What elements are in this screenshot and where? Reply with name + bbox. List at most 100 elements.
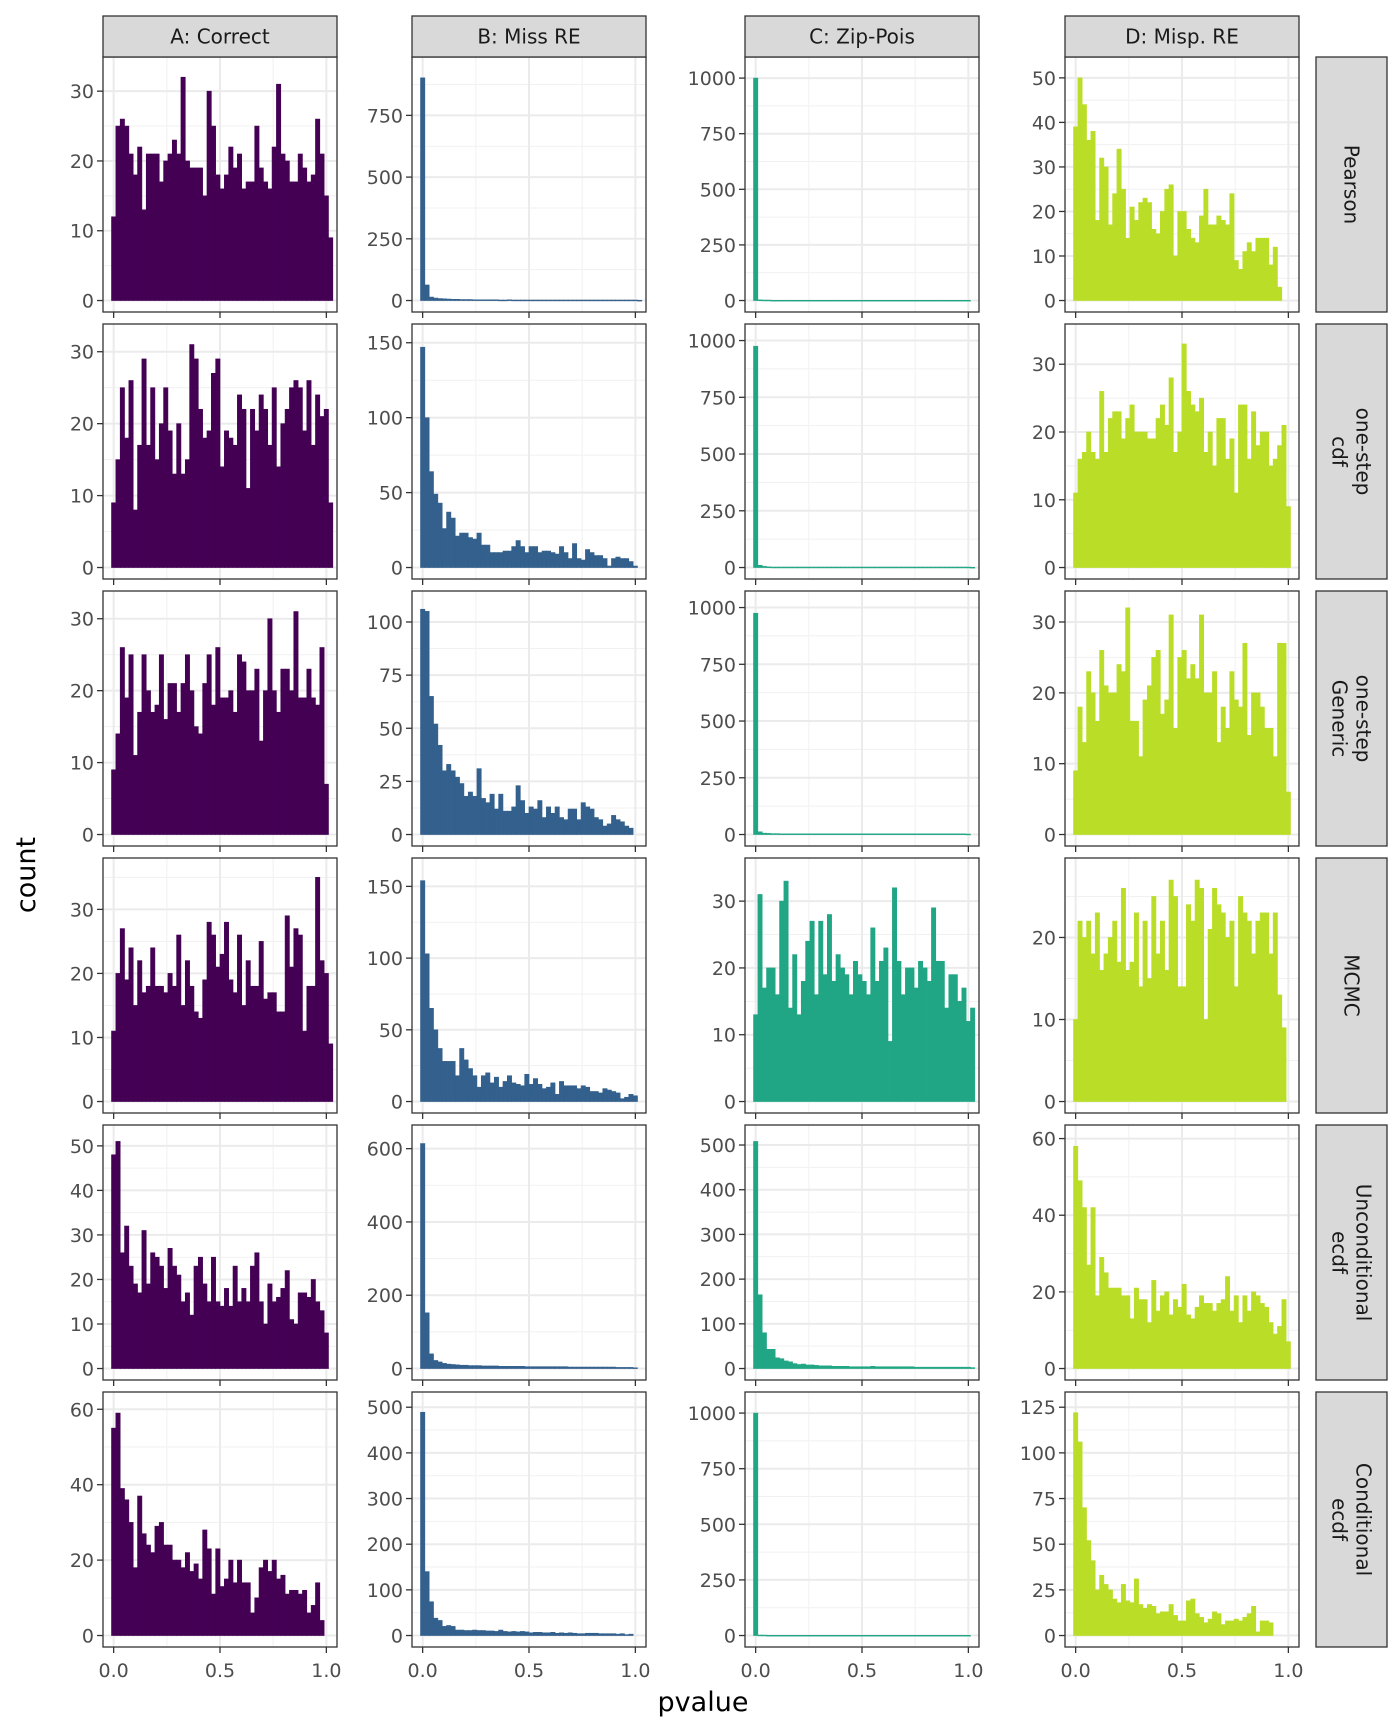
y-tick-label: 600 (367, 1139, 403, 1161)
y-tick-label: 10 (70, 753, 94, 775)
panel-A-pearson: 0 10 20 30 (70, 56, 338, 318)
y-tick-label: 0 (391, 825, 403, 847)
histogram-bars (420, 608, 634, 835)
panel-B-unconditional-ecdf: 0 200 400 600 (367, 1124, 647, 1386)
y-tick-label: 0 (1044, 291, 1056, 313)
x-tick-label: 1.0 (1273, 1660, 1303, 1682)
panel-D-one-step-generic: 0 10 20 30 (1032, 590, 1300, 852)
y-tick-label: 10 (70, 1027, 94, 1049)
y-tick-label: 250 (367, 229, 403, 251)
y-axis-title: count (11, 837, 42, 913)
y-tick-label: 60 (1032, 1129, 1056, 1151)
y-tick-label: 20 (70, 1550, 94, 1572)
y-tick-label: 30 (1032, 157, 1056, 179)
column-strip-label: C: Zip-Pois (809, 25, 915, 49)
row-strip-label: Unconditional (1352, 1184, 1376, 1322)
y-tick-label: 250 (700, 501, 736, 523)
y-tick-label: 10 (712, 1025, 736, 1047)
histogram-bars (753, 77, 971, 302)
y-tick-label: 0 (724, 1092, 736, 1114)
panel-C-unconditional-ecdf: 0 100 200 300 400 500 (700, 1124, 980, 1386)
row-strip-label: MCMC (1340, 954, 1364, 1016)
histogram-bars (111, 611, 329, 835)
y-tick-label: 30 (70, 609, 94, 631)
x-tick-label: 0.5 (847, 1660, 877, 1682)
y-tick-label: 500 (700, 179, 736, 201)
y-tick-label: 0 (391, 1626, 403, 1648)
y-tick-label: 40 (70, 1475, 94, 1497)
y-tick-label: 10 (70, 486, 94, 508)
column-strip-label: A: Correct (170, 25, 270, 49)
y-tick-label: 20 (1032, 1282, 1056, 1304)
x-tick-label: 0.0 (408, 1660, 438, 1682)
panel-C-pearson: 0 250 500 750 1000 (688, 56, 980, 318)
row-strip-pearson: Pearson (1315, 56, 1388, 313)
y-tick-label: 300 (700, 1224, 736, 1246)
y-tick-label: 200 (700, 1269, 736, 1291)
y-tick-label: 750 (700, 387, 736, 409)
y-tick-label: 50 (379, 718, 403, 740)
y-tick-label: 500 (700, 711, 736, 733)
x-tick-label: 1.0 (311, 1660, 341, 1682)
histogram-bars (753, 880, 976, 1102)
x-tick-label: 0.0 (1061, 1660, 1091, 1682)
row-strip-label: ecdf (1328, 1231, 1352, 1275)
y-tick-label: 0 (391, 1359, 403, 1381)
y-tick-label: 300 (367, 1489, 403, 1511)
histogram-bars (1073, 607, 1291, 835)
y-tick-label: 0 (82, 291, 94, 313)
column-strips: A: Correct B: Miss RE C: Zip-Pois D: Misp. … (102, 15, 1300, 58)
y-tick-label: 0 (82, 1359, 94, 1381)
x-tick-label: 0.0 (741, 1660, 771, 1682)
x-tick-label: 1.0 (953, 1660, 983, 1682)
y-tick-label: 150 (367, 333, 403, 355)
y-tick-label: 400 (367, 1443, 403, 1465)
y-tick-label: 0 (1044, 1626, 1056, 1648)
y-tick-label: 50 (379, 1020, 403, 1042)
y-tick-label: 500 (700, 1514, 736, 1536)
y-tick-label: 50 (70, 1136, 94, 1158)
row-strip-label: cdf (1328, 436, 1352, 468)
y-tick-label: 1000 (688, 68, 736, 90)
y-tick-label: 40 (1032, 112, 1056, 134)
y-tick-label: 200 (367, 1285, 403, 1307)
panel-B-pearson: 0 250 500 750 (367, 56, 647, 318)
y-tick-label: 750 (700, 124, 736, 146)
y-tick-label: 750 (700, 654, 736, 676)
y-tick-label: 20 (712, 958, 736, 980)
y-tick-label: 100 (367, 1580, 403, 1602)
y-tick-label: 75 (379, 665, 403, 687)
row-strip-label: Generic (1328, 680, 1352, 758)
y-tick-label: 100 (367, 612, 403, 634)
row-strip-label: Conditional (1352, 1463, 1376, 1576)
panel-D-mcmc: 0 10 20 (1032, 857, 1300, 1119)
histogram-bars (420, 1143, 638, 1369)
histogram-bars (753, 612, 971, 836)
histogram-bars (420, 880, 638, 1102)
column-strip-label: B: Miss RE (477, 25, 580, 49)
row-strip-label: one-step (1352, 408, 1376, 496)
y-tick-label: 750 (700, 1459, 736, 1481)
histogram-bars (1073, 1145, 1291, 1369)
y-tick-label: 100 (1020, 1443, 1056, 1465)
column-strip-D: D: Misp. RE (1064, 15, 1300, 58)
panel-B-one-step-cdf: 0 50 100 150 (367, 323, 647, 585)
y-tick-label: 20 (70, 681, 94, 703)
panels-layer: 0102030025050075002505007501000010203040… (70, 56, 1303, 1682)
y-tick-label: 250 (700, 768, 736, 790)
y-tick-label: 30 (1032, 354, 1056, 376)
y-tick-label: 150 (367, 876, 403, 898)
y-tick-label: 50 (1032, 1534, 1056, 1556)
y-tick-label: 500 (367, 167, 403, 189)
column-strip-A: A: Correct (102, 15, 338, 58)
panel-D-one-step-cdf: 0 10 20 30 (1032, 323, 1300, 585)
y-tick-label: 0 (724, 1626, 736, 1648)
x-tick-label: 0.5 (514, 1660, 544, 1682)
column-strip-B: B: Miss RE (411, 15, 647, 58)
y-tick-label: 100 (367, 948, 403, 970)
panel-D-pearson: 0 10 20 30 40 50 (1032, 56, 1300, 318)
histogram-bars (1073, 1412, 1274, 1636)
